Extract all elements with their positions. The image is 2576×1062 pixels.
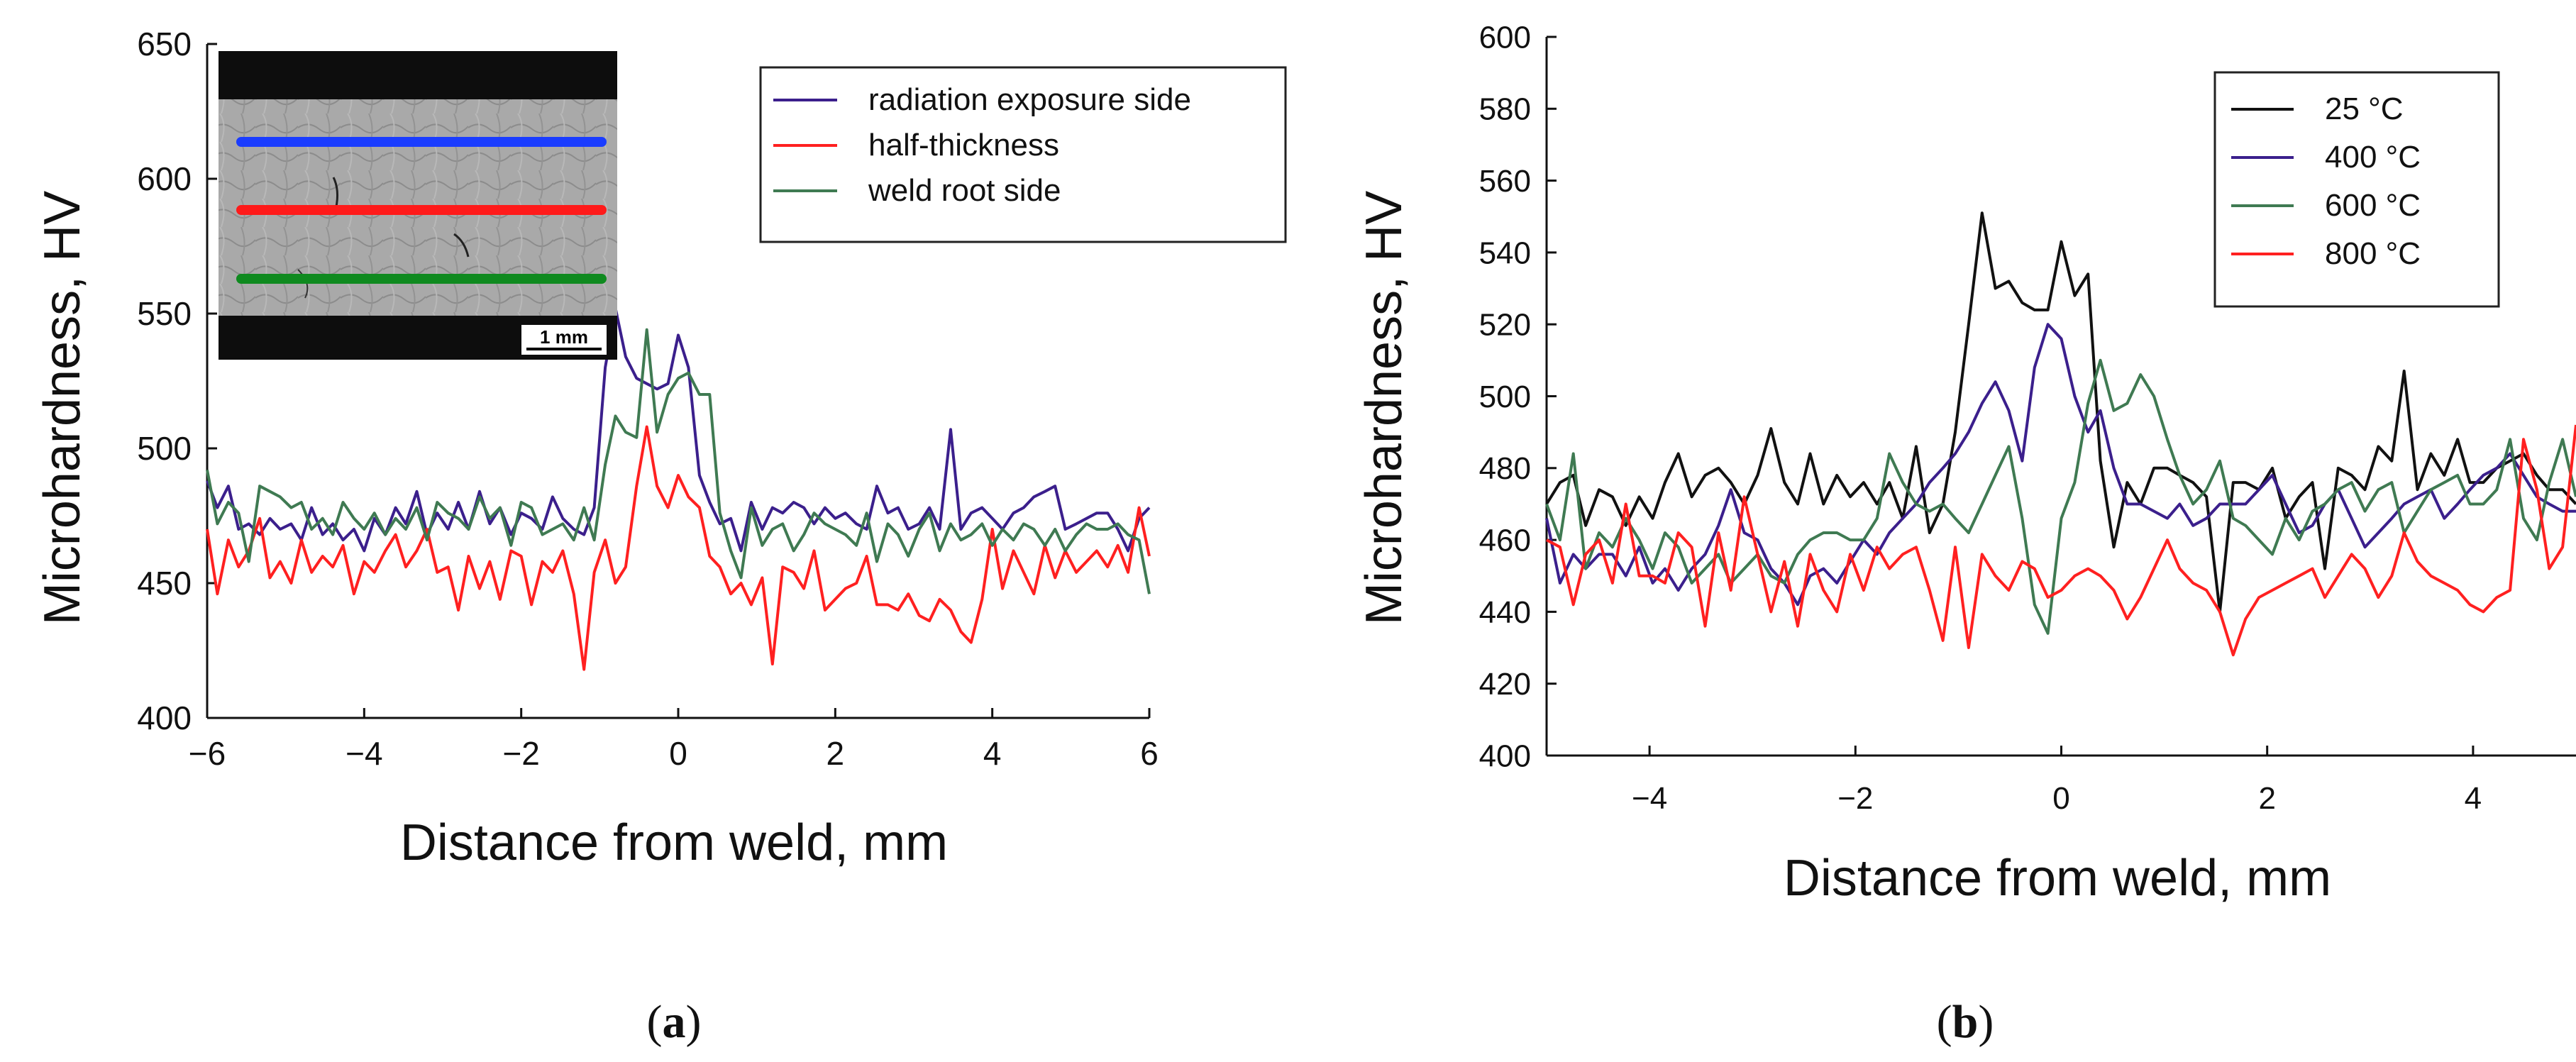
y-tick-label: 580	[1479, 92, 1531, 127]
series-line-2	[1545, 323, 2576, 607]
x-tick-label: −2	[1837, 781, 1873, 816]
panel-b-label: (b)	[1937, 996, 1994, 1048]
legend-entry-label: 25 °C	[2325, 92, 2404, 126]
y-tick-label: 480	[1479, 451, 1531, 486]
legend-box	[759, 66, 1287, 243]
legend-entry-label: 800 °C	[2325, 236, 2421, 271]
panel-a-y-axis-label: Microhardness, HV	[34, 191, 91, 625]
y-tick-label: 600	[1479, 20, 1531, 55]
x-tick-label: 0	[669, 735, 687, 772]
series-line-1	[1545, 211, 2576, 614]
x-tick-label: 4	[2465, 781, 2482, 816]
y-tick-label: 440	[1479, 595, 1531, 630]
x-tick-label: 2	[2258, 781, 2275, 816]
y-tick-label: 600	[137, 160, 192, 197]
x-tick-label: 4	[983, 735, 1002, 772]
legend-entry-label: 600 °C	[2325, 188, 2421, 223]
legend-entry-label: weld root side	[868, 173, 1061, 208]
y-tick-label: 540	[1479, 236, 1531, 270]
panel-a-series-lines	[206, 306, 1151, 671]
y-tick-label: 400	[1479, 739, 1531, 773]
x-tick-label: −6	[189, 735, 226, 772]
x-tick-label: 0	[2052, 781, 2069, 816]
y-tick-label: 500	[137, 430, 192, 467]
legend-entry-label: radiation exposure side	[868, 82, 1191, 117]
legend-entry-label: half-thickness	[868, 128, 1059, 162]
x-tick-label: −4	[1632, 781, 1667, 816]
panel-b-series-lines	[1545, 211, 2576, 657]
series-line-4	[1546, 424, 2576, 657]
panel-a-x-axis-label: Distance from weld, mm	[400, 814, 948, 871]
y-tick-label: 400	[137, 699, 192, 736]
panel-b-x-axis-label: Distance from weld, mm	[1784, 850, 2331, 907]
panel-a-legend: radiation exposure side half-thickness wel…	[759, 66, 1287, 243]
y-tick-label: 650	[137, 26, 192, 62]
series-line-1	[206, 306, 1151, 553]
x-tick-label: −4	[346, 735, 382, 772]
series-line-2	[206, 425, 1151, 671]
panel-b-legend: 25 °C 400 °C 600 °C 800 °C	[2213, 71, 2500, 308]
x-tick-label: −2	[502, 735, 539, 772]
panel-b-y-axis-label: Microhardness, HV	[1356, 191, 1413, 625]
scale-bar-label: 1 mm	[540, 326, 588, 348]
y-tick-label: 520	[1479, 308, 1531, 343]
x-tick-label: 6	[1140, 735, 1159, 772]
series-line-3	[206, 328, 1151, 594]
y-tick-label: 460	[1479, 524, 1531, 558]
y-tick-label: 420	[1479, 667, 1531, 702]
y-tick-label: 550	[137, 295, 192, 332]
panel-a-inset-micrograph: 1 mm	[219, 51, 617, 360]
y-tick-label: 450	[137, 565, 192, 602]
legend-entry-label: 400 °C	[2325, 140, 2421, 175]
y-tick-label: 500	[1479, 380, 1531, 414]
panel-b-ticks: 400 420 440 460 480 500 520 540 560 580 600 −4 −2 0 2 4	[1479, 20, 2482, 816]
panel-a-ticks: 400 450 500 550 600 650 −6 −4 −2 0 2 4 6	[137, 26, 1159, 772]
x-tick-label: 2	[827, 735, 845, 772]
legend-box	[2213, 71, 2500, 308]
series-line-3	[1545, 358, 2576, 635]
panel-a-label: (a)	[647, 996, 702, 1048]
y-tick-label: 560	[1479, 164, 1531, 199]
